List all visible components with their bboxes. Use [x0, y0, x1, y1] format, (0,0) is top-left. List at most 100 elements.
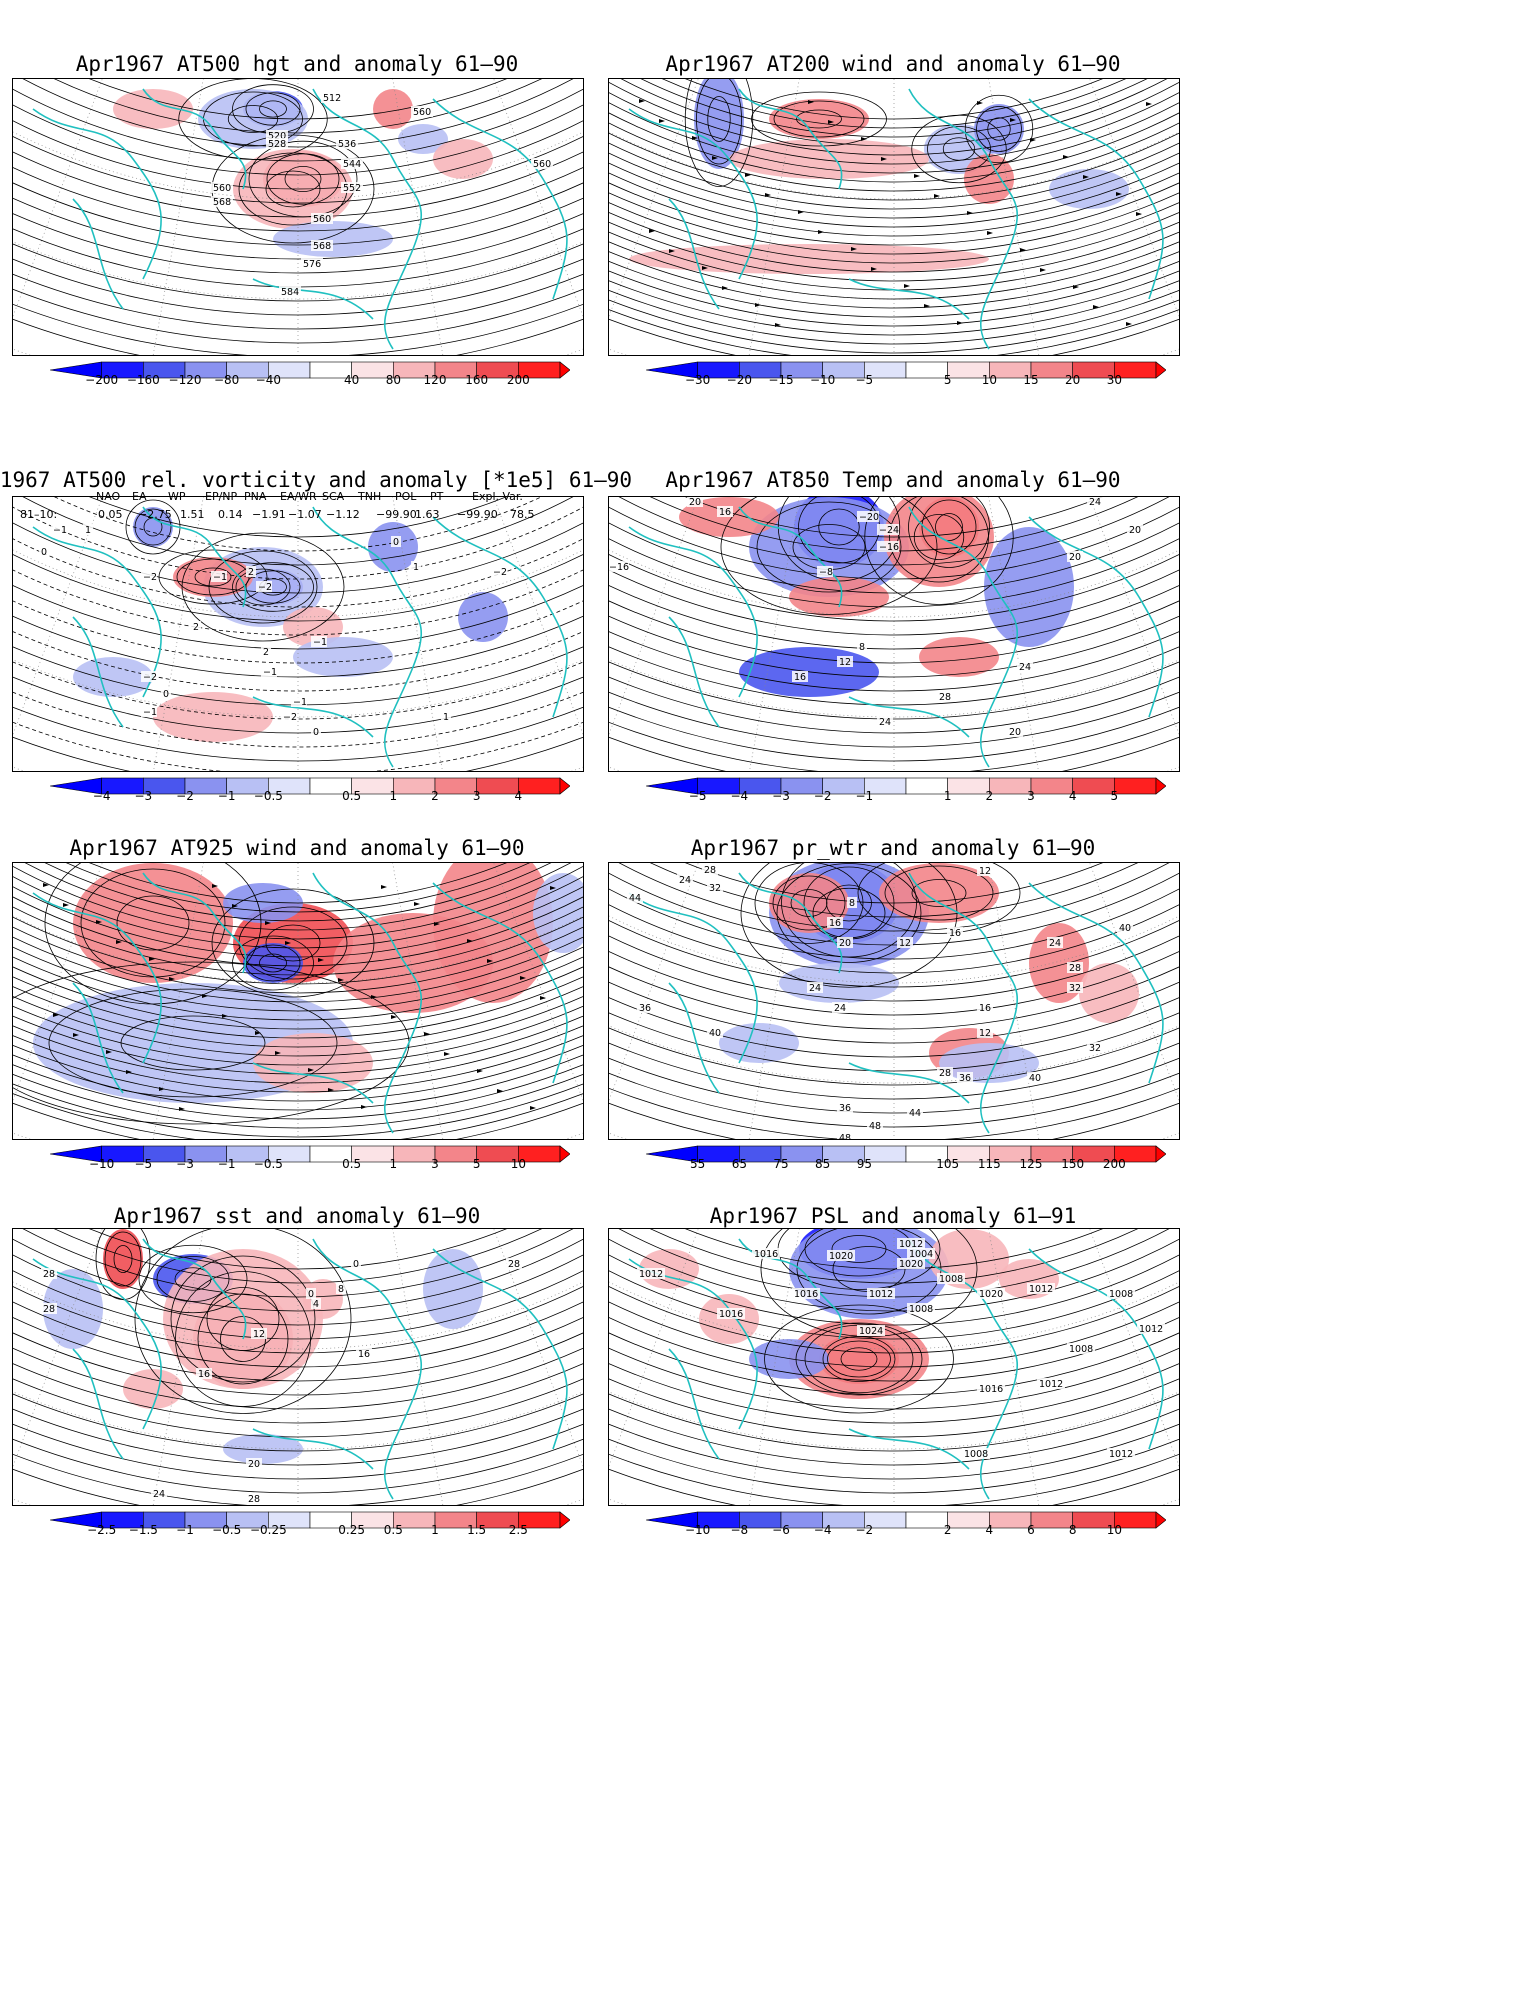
wind-arrowhead — [53, 1013, 59, 1017]
contour-label-bg — [792, 1288, 820, 1299]
anomaly-shading — [293, 637, 393, 677]
contour-ring — [116, 895, 190, 951]
contour-label-bg — [637, 1002, 653, 1013]
contour-ring — [248, 140, 358, 218]
contour-label-bg — [807, 982, 823, 993]
contour-line — [13, 213, 583, 274]
contour-label-bg — [977, 1383, 1005, 1394]
contour-line — [609, 1012, 1179, 1072]
contour-line — [609, 1332, 1179, 1396]
contour-line — [13, 1363, 583, 1424]
contour-label: 12 — [979, 866, 991, 877]
contour-label: 32 — [1069, 983, 1081, 994]
colorbar-tick-label: −200 — [85, 373, 119, 387]
contour-line — [13, 243, 583, 302]
contour-label-bg — [211, 571, 227, 582]
anomaly-shading — [458, 592, 508, 642]
wind-arrowhead — [1030, 138, 1036, 142]
contour-label-bg — [707, 882, 723, 893]
contour-label-bg — [51, 524, 67, 535]
wind-arrowhead — [63, 903, 69, 907]
map-panel: 28 24 32 44 12 8 16 20 24 12 16 24 28 32 40 36 40 24 12 16 2… — [608, 862, 1180, 1140]
wind-arrowhead — [106, 1050, 112, 1054]
coastline — [432, 1248, 568, 1450]
index-header: SCA — [322, 490, 345, 503]
panel-title: Apr1967 sst and anomaly 61–90 — [113, 1204, 481, 1228]
panel-title: Apr1967 pr_wtr and anomaly 61–90 — [690, 836, 1096, 860]
index-header: EP/NP — [205, 490, 238, 503]
panel-title: Apr1967 AT500 hgt and anomaly 61–90 — [75, 52, 519, 76]
contour-ring — [48, 988, 338, 1098]
contour-label-bg — [341, 158, 363, 169]
wind-arrowhead — [1063, 155, 1069, 159]
anomaly-shading — [964, 154, 1014, 204]
index-header: Expl. Var. — [472, 490, 523, 503]
contour-ring — [170, 1255, 316, 1383]
contour-ring — [197, 1293, 289, 1385]
contour-label: 16 — [358, 1349, 370, 1360]
contour-line — [650, 1229, 1138, 1284]
contour-line — [13, 876, 583, 949]
wind-arrowhead — [265, 921, 271, 925]
contour-line — [609, 1317, 1179, 1382]
contour-ring — [840, 1347, 878, 1371]
anomaly-shading — [73, 657, 153, 697]
contour-line — [609, 554, 1179, 622]
contour-line — [89, 79, 507, 120]
contour-ring — [754, 863, 864, 944]
colorbar-tick-label: 1 — [431, 1523, 439, 1537]
contour-ring — [720, 497, 938, 615]
contour-line — [13, 1254, 583, 1326]
index-value: −99.90 — [376, 508, 417, 521]
coastline — [628, 892, 758, 1064]
contour-label: 20 — [1129, 525, 1141, 536]
contour-ring — [760, 1229, 978, 1337]
colorbar-tick-label: 40 — [344, 373, 360, 387]
coastline — [738, 872, 843, 974]
contour-ring — [684, 79, 754, 187]
contour-label: 2 — [248, 567, 254, 578]
contour-ring — [174, 1267, 212, 1291]
wind-arrowhead — [1136, 212, 1142, 216]
contour-label-bg — [211, 182, 233, 193]
contour-line — [22, 79, 574, 148]
contour-label-bg — [937, 1273, 965, 1284]
contour-label-bg — [351, 1258, 361, 1269]
contour-ring — [181, 532, 345, 642]
colorbar-tick-label: −2 — [855, 1523, 874, 1537]
contour-line — [13, 676, 583, 734]
contour-label-bg — [877, 541, 899, 552]
contour-line — [609, 299, 1179, 354]
wind-arrowhead — [924, 304, 930, 308]
coastline — [1028, 98, 1164, 300]
colorbar-tick-label: −30 — [684, 373, 711, 387]
wind-arrowhead — [1073, 285, 1079, 289]
coastline — [32, 892, 162, 1064]
contour-line — [609, 318, 1179, 355]
colorbar-tick-label: −2 — [176, 789, 194, 803]
contour-line — [609, 172, 1179, 237]
anomaly-shading — [1079, 963, 1139, 1023]
contour-line — [13, 1286, 583, 1354]
contour-label: 1008 — [1109, 1289, 1133, 1300]
contour-label: 560 — [413, 107, 431, 118]
contour-line — [13, 631, 583, 692]
contour-label: 536 — [338, 139, 356, 150]
colorbar-tick-label: 1 — [389, 1157, 398, 1171]
contour-label: 1020 — [899, 1259, 923, 1270]
contour-label: 1016 — [754, 1249, 778, 1260]
colorbar-tick-label: −15 — [768, 373, 794, 387]
contour-line — [13, 865, 583, 940]
map-canvas: 20 16 −20−24 −16 −8 24 20 −16 20 8 12 16 24 28 24 20 — [609, 497, 1179, 771]
coastline — [1028, 882, 1164, 1084]
contour-label: 1008 — [964, 1449, 988, 1460]
contour-ring — [864, 497, 1014, 605]
colorbar-tick-label: −1.5 — [128, 1523, 158, 1537]
wind-arrowhead — [851, 247, 857, 251]
contour-line — [609, 1468, 1179, 1505]
contour-label-bg — [837, 656, 853, 667]
index-header: NAO — [96, 490, 121, 503]
contour-ring — [235, 568, 291, 606]
contour-label-bg — [336, 1283, 346, 1294]
